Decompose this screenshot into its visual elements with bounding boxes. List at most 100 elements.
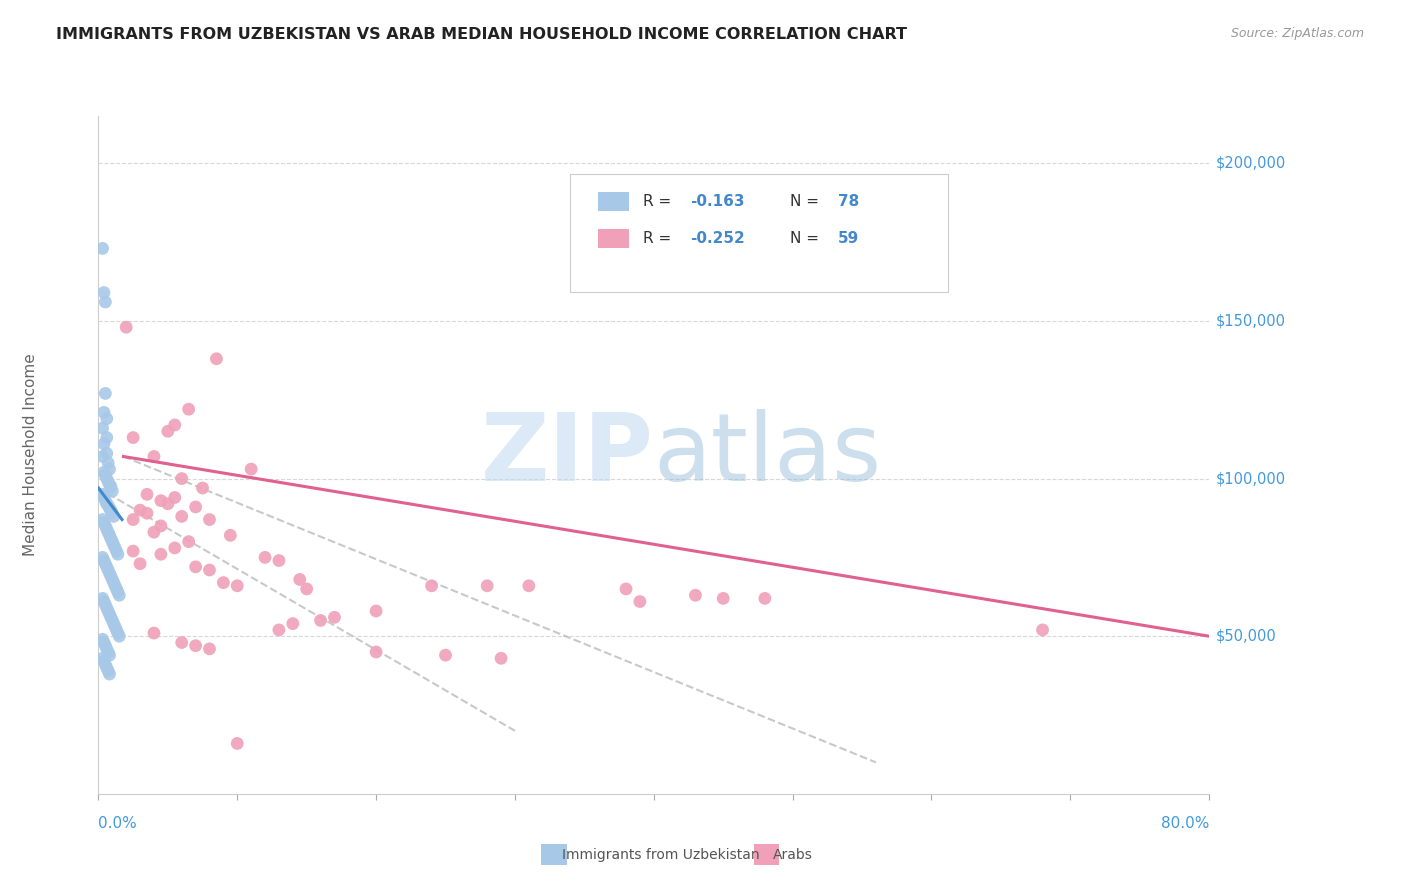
Point: [100, 532, 122, 546]
Text: $200,000: $200,000: [1216, 156, 1286, 170]
Point: [107, 547, 129, 561]
Point: [295, 582, 318, 596]
Point: [1032, 623, 1054, 637]
Point: [96, 472, 118, 486]
Point: [94, 295, 117, 310]
Point: [91, 550, 114, 565]
Point: [475, 579, 499, 593]
Point: [94, 598, 117, 612]
Point: [100, 503, 122, 517]
Point: [94, 519, 117, 533]
Point: [97, 645, 120, 659]
Point: [143, 525, 166, 540]
Point: [177, 534, 200, 549]
Point: [288, 573, 311, 587]
Point: [711, 591, 734, 606]
Text: IMMIGRANTS FROM UZBEKISTAN VS ARAB MEDIAN HOUSEHOLD INCOME CORRELATION CHART: IMMIGRANTS FROM UZBEKISTAN VS ARAB MEDIA…: [56, 27, 907, 42]
Point: [108, 588, 131, 602]
Point: [685, 588, 707, 602]
Point: [104, 620, 127, 634]
Point: [104, 579, 127, 593]
FancyBboxPatch shape: [599, 192, 630, 211]
Point: [115, 320, 138, 334]
Point: [91, 450, 114, 464]
Point: [97, 456, 120, 470]
Point: [103, 509, 125, 524]
Text: Median Household Income: Median Household Income: [24, 353, 38, 557]
Point: [98, 501, 121, 516]
Point: [93, 405, 115, 419]
Point: [91, 421, 114, 435]
Point: [198, 641, 221, 656]
Point: [170, 509, 193, 524]
Point: [267, 623, 290, 637]
Point: [91, 632, 114, 647]
Point: [105, 544, 128, 558]
Point: [149, 547, 172, 561]
Text: $100,000: $100,000: [1216, 471, 1286, 486]
Point: [96, 559, 118, 574]
Text: Immigrants from Uzbekistan: Immigrants from Uzbekistan: [562, 847, 761, 862]
Point: [226, 736, 249, 750]
Point: [104, 541, 127, 555]
Point: [122, 512, 145, 526]
Text: 80.0%: 80.0%: [1161, 816, 1209, 831]
Point: [100, 610, 122, 624]
Text: ZIP: ZIP: [481, 409, 654, 501]
Point: [94, 557, 117, 571]
Point: [93, 437, 115, 451]
Text: R =: R =: [643, 231, 676, 246]
Point: [184, 559, 207, 574]
Point: [93, 655, 115, 669]
Point: [177, 402, 200, 417]
Point: [98, 566, 121, 581]
Text: $50,000: $50,000: [1216, 629, 1277, 644]
Point: [323, 610, 346, 624]
Point: [94, 468, 117, 483]
Point: [94, 493, 117, 508]
Point: [184, 500, 207, 514]
Point: [129, 557, 152, 571]
Point: [93, 553, 115, 567]
Point: [100, 569, 122, 583]
Point: [103, 575, 125, 590]
Point: [489, 651, 512, 665]
Point: [98, 462, 121, 476]
Point: [98, 607, 121, 622]
Point: [93, 285, 115, 300]
Point: [281, 616, 304, 631]
Point: [96, 497, 118, 511]
Point: [101, 573, 124, 587]
Point: [184, 639, 207, 653]
Text: atlas: atlas: [654, 409, 882, 501]
Point: [170, 635, 193, 649]
Point: [149, 519, 172, 533]
Point: [96, 641, 118, 656]
Point: [136, 487, 159, 501]
Text: -0.163: -0.163: [690, 194, 745, 209]
Point: [97, 525, 120, 540]
Point: [97, 499, 120, 513]
FancyBboxPatch shape: [599, 229, 630, 248]
Point: [366, 645, 388, 659]
Point: [97, 563, 120, 577]
Point: [108, 629, 131, 643]
Point: [101, 614, 124, 628]
Point: [107, 626, 129, 640]
Point: [434, 648, 457, 662]
Point: [240, 462, 263, 476]
Point: [96, 661, 118, 675]
Point: [91, 591, 114, 606]
Point: [96, 600, 118, 615]
Point: [98, 667, 121, 681]
Text: 78: 78: [838, 194, 859, 209]
Point: [614, 582, 637, 596]
Point: [91, 512, 114, 526]
Point: [198, 563, 221, 577]
Point: [122, 544, 145, 558]
Point: [93, 516, 115, 530]
Point: [149, 493, 172, 508]
Text: -0.252: -0.252: [690, 231, 745, 246]
Point: [754, 591, 776, 606]
Point: [136, 506, 159, 520]
